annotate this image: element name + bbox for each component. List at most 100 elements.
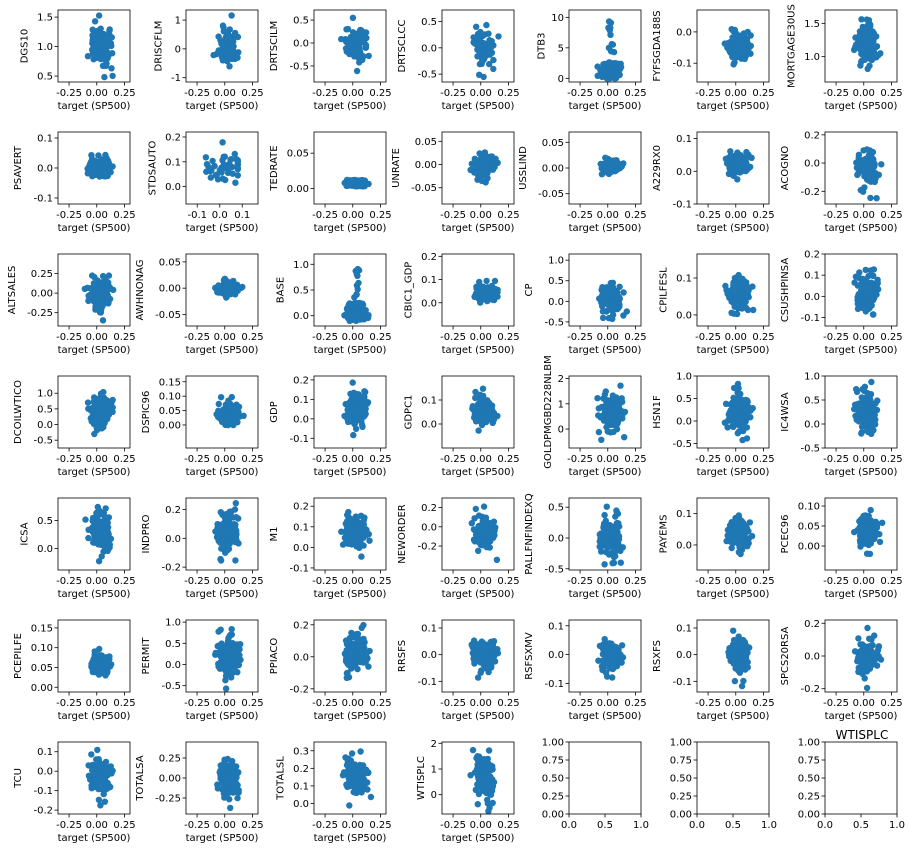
y-tick-label: 0.05 (542, 138, 564, 149)
axes-frame (185, 9, 259, 83)
scatter-point (94, 398, 101, 405)
y-tick-label: 0.0 (676, 27, 692, 38)
scatter-point (362, 42, 370, 49)
x-tick-label: 0.00 (86, 88, 108, 99)
scatter-point (494, 288, 501, 296)
scatter-point (477, 170, 485, 177)
x-tick-label: -0.25 (567, 210, 593, 221)
y-tick-label: 0.1 (165, 157, 181, 168)
scatter-point (861, 283, 868, 290)
scatter-point (102, 505, 109, 512)
scatter-point (735, 32, 743, 40)
scatter-point (234, 164, 241, 172)
scatter-point (106, 400, 113, 407)
scatter-point (358, 181, 365, 188)
scatter-point (597, 414, 604, 421)
scatter-point (612, 527, 619, 534)
axes-frame (568, 9, 642, 83)
axes-frame (441, 131, 515, 205)
x-tick-label: -0.25 (823, 88, 849, 99)
scatter-point (106, 295, 114, 303)
scatter-point (608, 40, 615, 48)
scatter-point (862, 302, 869, 310)
scatter-point (866, 43, 874, 50)
y-tick-label: 0.5 (37, 404, 53, 415)
scatter-point (98, 405, 106, 412)
y-tick-label: -0.05 (411, 183, 437, 194)
scatter-point (86, 293, 93, 300)
axes-frame (441, 253, 515, 327)
scatter-point (617, 382, 624, 389)
y-tick-label: 0.0 (37, 164, 53, 175)
x-tick-label: 0.00 (597, 210, 619, 221)
scatter-point (612, 294, 620, 301)
scatter-point (232, 179, 239, 186)
y-tick-label: -0.5 (417, 70, 437, 81)
scatter-point (232, 500, 239, 507)
y-tick-label: 0.0 (165, 182, 181, 193)
scatter-point (480, 523, 487, 530)
scatter-point (345, 37, 353, 45)
scatter-point (734, 430, 741, 437)
y-axis-label: PSAVERT (13, 145, 24, 190)
scatter-point (98, 553, 105, 560)
scatter-point (495, 33, 502, 40)
scatter-point (863, 16, 870, 23)
x-tick-label: -0.25 (823, 454, 849, 465)
scatter-point (207, 174, 214, 181)
scatter-point (601, 511, 608, 519)
scatter-point (602, 68, 610, 76)
y-tick-label: 0.05 (159, 257, 181, 268)
scatter-point (89, 164, 97, 171)
x-tick-label: 0.25 (752, 454, 774, 465)
scatter-point (228, 287, 235, 295)
x-tick-label: 0.25 (113, 454, 135, 465)
x-tick-label: -0.25 (56, 454, 82, 465)
scatter-point (219, 139, 226, 146)
scatter-point (617, 547, 624, 555)
y-tick-label: -0.1 (672, 200, 692, 211)
y-tick-label: 0.0 (421, 43, 437, 54)
x-axis-label: target (SP500) (314, 467, 387, 478)
scatter-point (863, 289, 870, 296)
x-tick-label: 0.25 (880, 210, 902, 221)
y-tick-label: 10 (551, 13, 564, 24)
scatter-point (101, 160, 109, 167)
scatter-point (212, 172, 219, 179)
scatter-point (862, 165, 869, 173)
scatter-point (873, 195, 880, 202)
scatter-point (85, 534, 92, 542)
scatter-point (604, 428, 611, 435)
scatter-point (101, 542, 108, 550)
scatter-point (598, 436, 605, 443)
scatter-point (863, 25, 870, 32)
scatter-point (223, 52, 230, 59)
scatter-point (492, 155, 499, 162)
y-tick-label: 0.0 (548, 534, 564, 545)
scatter-point (345, 508, 352, 516)
x-axis-label: target (SP500) (442, 589, 515, 600)
y-axis-label: ACOGNO (780, 146, 791, 191)
scatter-point (850, 46, 858, 54)
scatter-point (605, 292, 613, 300)
scatter-point (91, 18, 99, 25)
x-tick-label: 0.00 (725, 332, 747, 343)
scatter-point (604, 60, 611, 67)
scatter-point (852, 401, 859, 408)
y-tick-label: 0.05 (415, 137, 437, 148)
scatter-point (860, 147, 867, 154)
x-tick-label: 0.25 (369, 454, 391, 465)
scatter-point (871, 163, 878, 170)
scatter-point (88, 152, 95, 159)
scatter-point (483, 21, 490, 29)
scatter-point (618, 163, 625, 170)
scatter-point (479, 385, 487, 392)
y-tick-label: -0.05 (155, 310, 181, 321)
y-axis-label: DGS10 (19, 29, 30, 64)
x-axis-label: target (SP500) (825, 467, 898, 478)
y-tick-label: -0.5 (544, 564, 564, 575)
scatter-point (603, 503, 610, 510)
